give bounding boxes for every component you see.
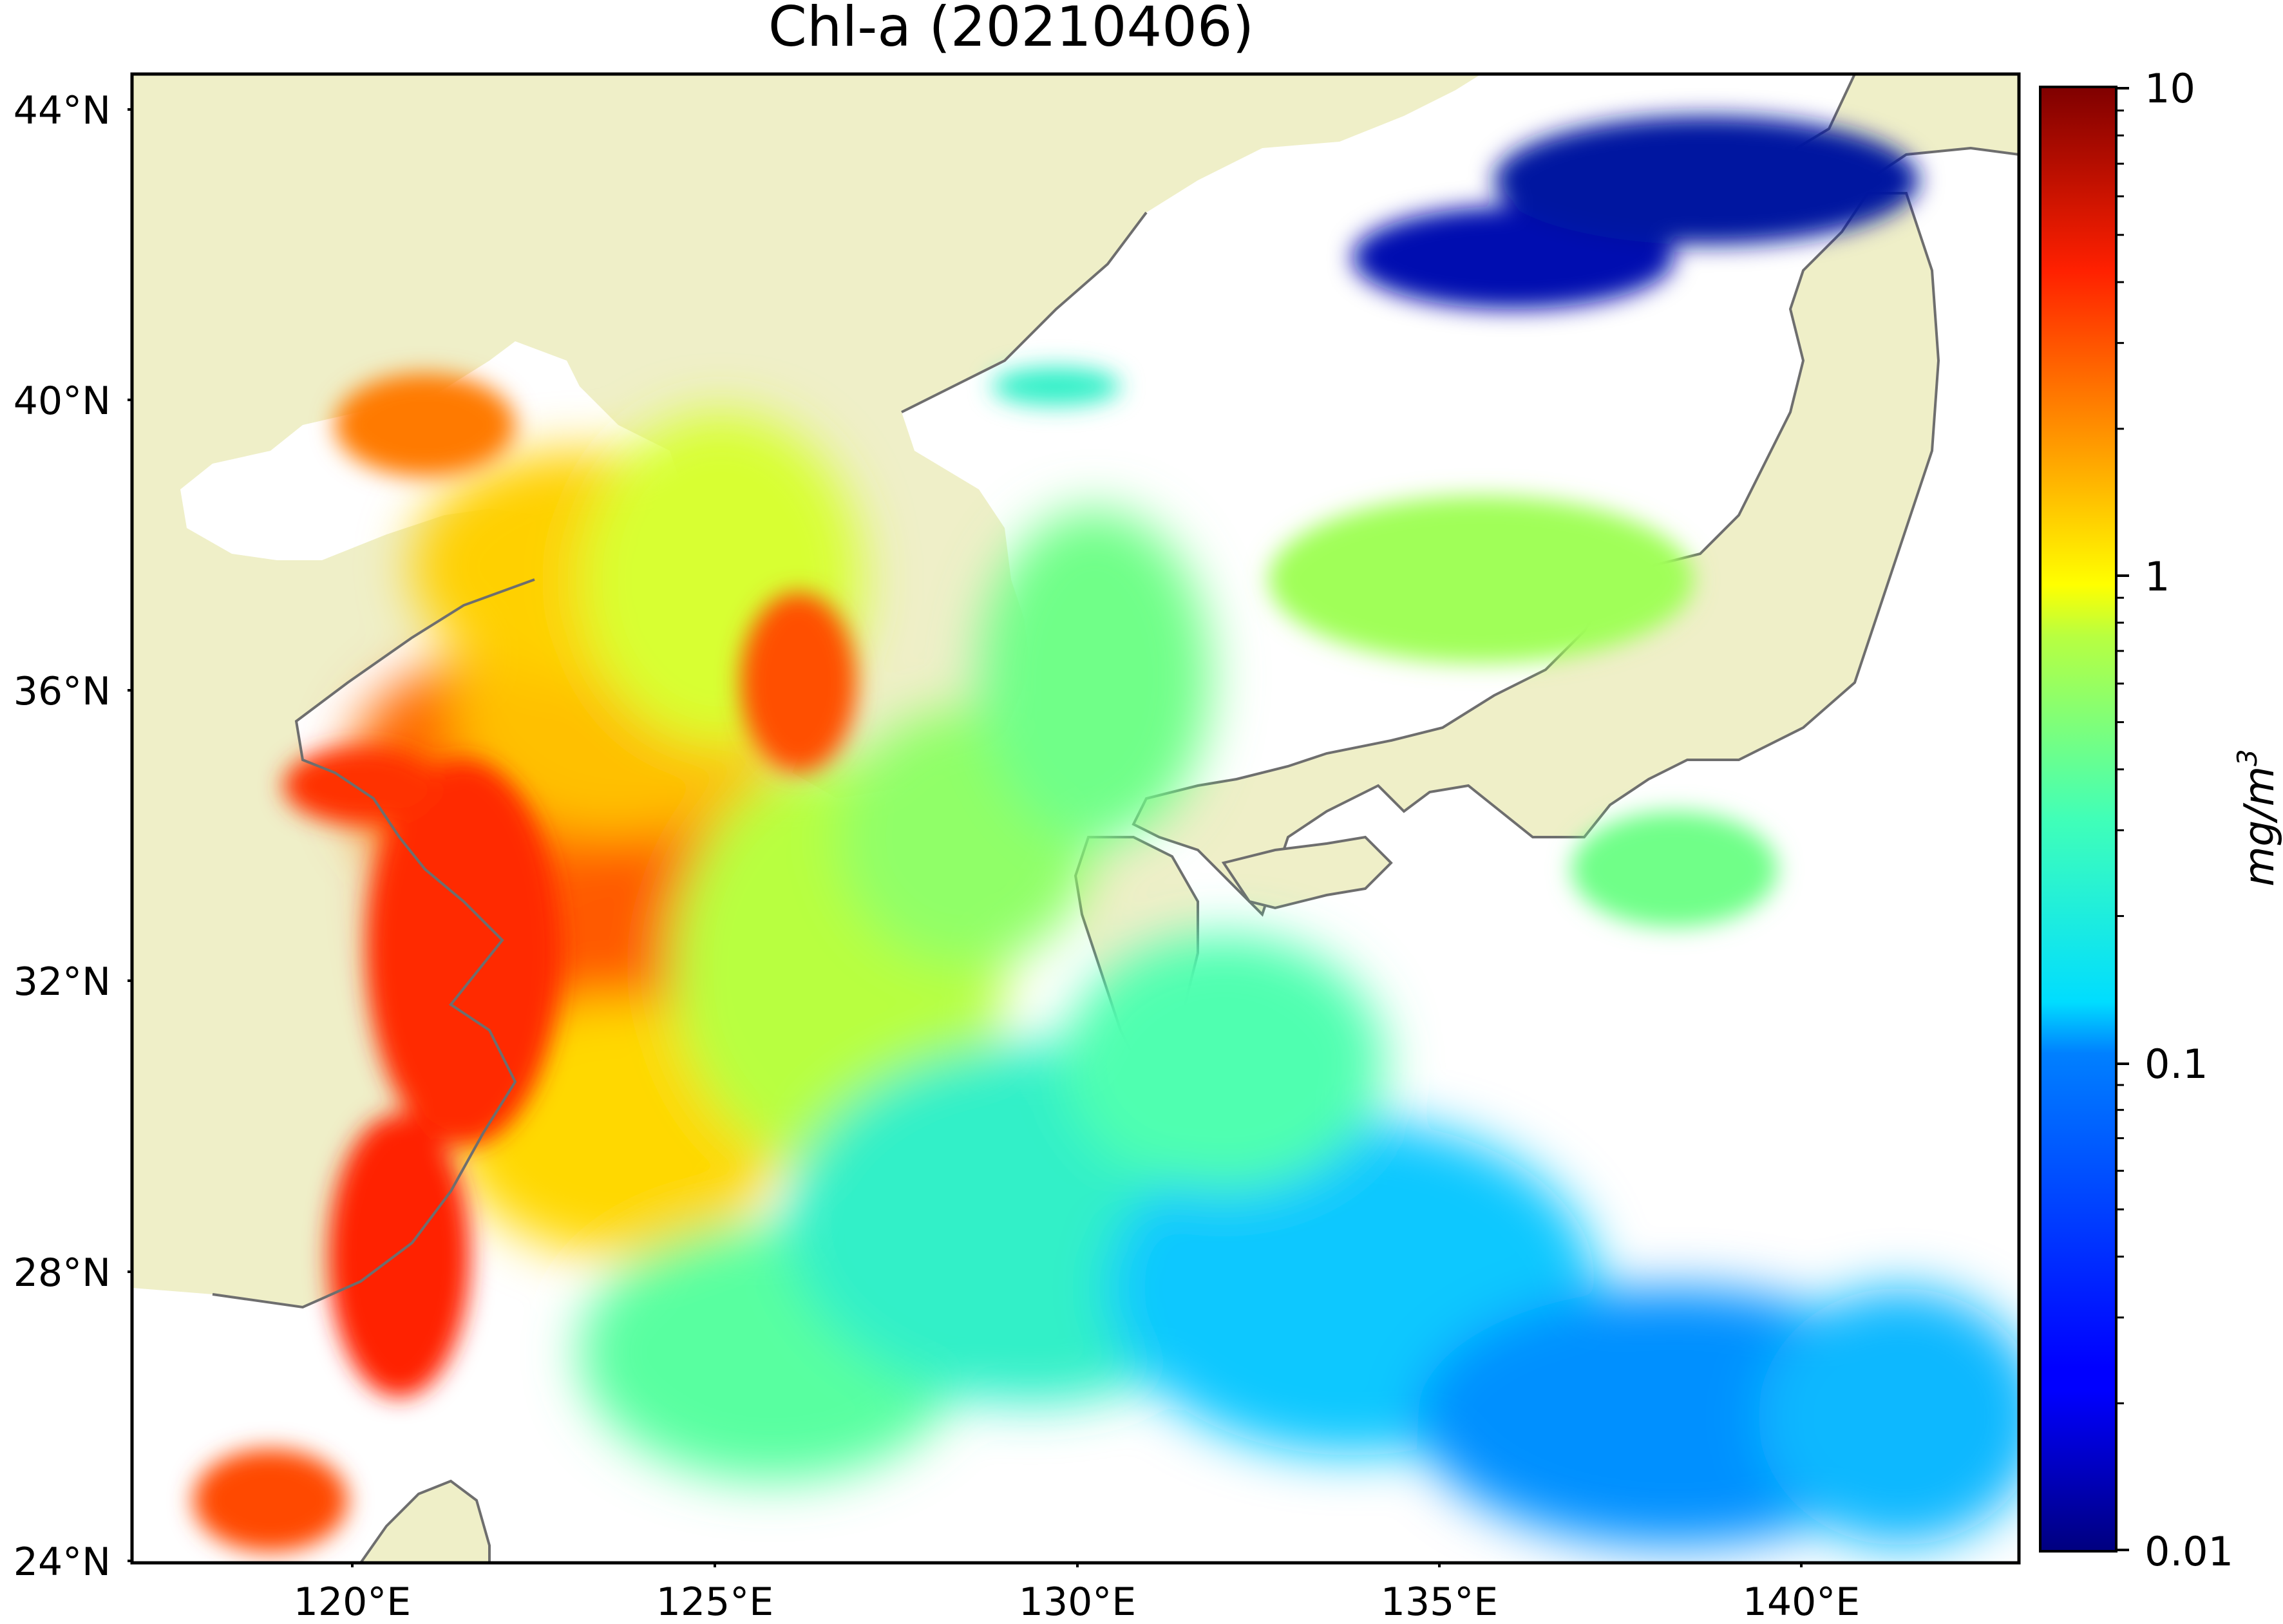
lat-tick-label: 28°N: [14, 1251, 111, 1296]
colorbar-tick-label: 0.01: [2145, 1528, 2233, 1575]
lat-tick-label: 32°N: [14, 959, 111, 1005]
lat-tick-label: 44°N: [14, 88, 111, 133]
lon-tick-label: 120°E: [294, 1580, 411, 1624]
coastline-korea: [901, 211, 1148, 413]
lat-tick-label: 36°N: [14, 669, 111, 714]
lon-axis: 120°E 125°E 130°E 135°E 140°E: [294, 1563, 1860, 1624]
lon-tick-label: 125°E: [656, 1580, 773, 1624]
colorbar: 10 1 0.1 0.01 mg/m3: [2039, 65, 2283, 1575]
colorbar-tick-label: 10: [2145, 65, 2195, 112]
colorbar-unit-label: mg/m3: [2231, 749, 2283, 887]
lat-tick-label: 24°N: [14, 1540, 111, 1585]
land-shikoku: [1221, 835, 1393, 910]
lon-tick-label: 135°E: [1381, 1580, 1498, 1624]
map-area: [132, 74, 2019, 1563]
land-taiwan: [359, 1479, 491, 1563]
lat-tick-label: 40°N: [14, 379, 111, 424]
colorbar-gradient: [2040, 87, 2116, 1551]
lon-tick-label: 140°E: [1743, 1580, 1860, 1624]
colorbar-frame: [2039, 86, 2117, 1553]
coastline-china: [212, 578, 535, 1309]
colorbar-tick-label: 1: [2145, 553, 2170, 600]
colorbar-minor-ticks: [2116, 109, 2124, 1404]
lon-tick-label: 130°E: [1019, 1580, 1136, 1624]
map-title: Chl-a (20210406): [768, 0, 1255, 59]
chl-field-fine: [193, 116, 1919, 1552]
colorbar-tick-label: 0.1: [2145, 1041, 2208, 1088]
map-frame: [130, 72, 2021, 1565]
land-japan-honshu: [1132, 192, 1940, 917]
lat-axis: 44°N 40°N 36°N 32°N 28°N 24°N: [14, 88, 132, 1585]
